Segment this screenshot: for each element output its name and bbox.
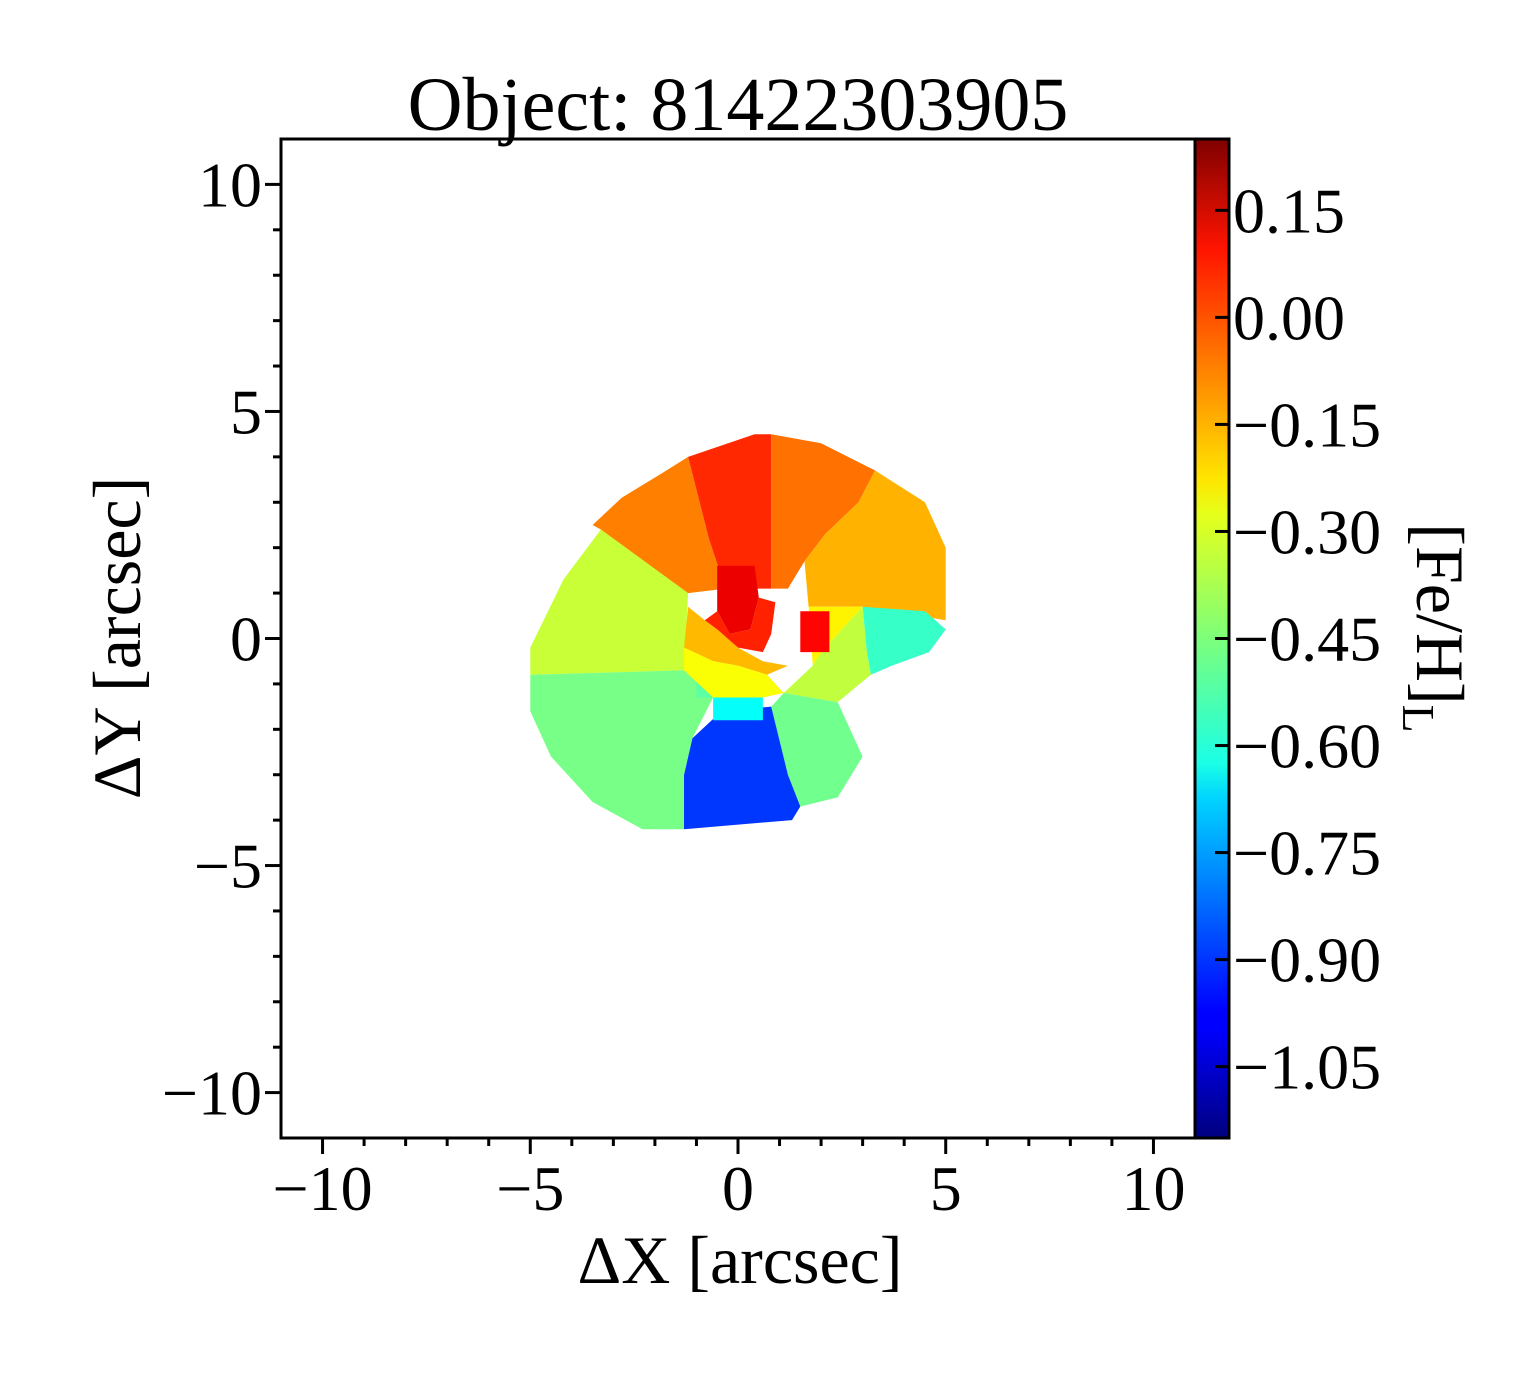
colorbar-tick-label: 0.00 <box>1233 282 1345 353</box>
colorbar-tick-label: −1.05 <box>1233 1032 1381 1103</box>
colorbar-tick-label: −0.45 <box>1233 604 1381 675</box>
region-southeast <box>783 606 871 703</box>
colorbar-tick-label: −0.30 <box>1233 496 1381 567</box>
colorbar-tick-label: −0.90 <box>1233 925 1381 996</box>
region-center-cyan <box>713 697 763 721</box>
x-axis-ticks: −10 −5 0 5 10 <box>272 1138 1185 1224</box>
colorbar-tick-label: −0.75 <box>1233 818 1381 889</box>
region-core-red <box>717 565 759 634</box>
x-tick-label: −10 <box>272 1153 372 1224</box>
x-tick-label: −5 <box>496 1153 564 1224</box>
colorbar-label-sub: L <box>1393 705 1444 733</box>
y-tick-label: 5 <box>230 376 262 447</box>
y-tick-label: −10 <box>162 1058 262 1129</box>
x-axis-label: ΔX [arcsec] <box>578 1222 903 1298</box>
colorbar-tick-label: −0.60 <box>1233 711 1381 782</box>
y-tick-label: 0 <box>230 604 262 675</box>
colorbar-tick-label: 0.15 <box>1233 175 1345 246</box>
y-tick-label: 10 <box>198 149 262 220</box>
colorbar-ticks: 0.15 0.00 −0.15 −0.30 −0.45 −0.60 −0.75 −0.90 −1… <box>1215 175 1381 1103</box>
region-south <box>771 693 863 807</box>
region-center-yellow-green <box>684 647 784 698</box>
region-north <box>688 434 772 589</box>
x-tick-label: 10 <box>1121 1153 1185 1224</box>
chart-title: Object: 81422303905 <box>408 63 1069 147</box>
region-northwest <box>592 456 726 594</box>
region-core-orange <box>704 597 776 653</box>
x-tick-label: 0 <box>722 1153 754 1224</box>
y-tick-label: −5 <box>194 831 262 902</box>
heatmap-regions <box>530 434 946 830</box>
region-northeast <box>771 434 876 589</box>
region-southwest <box>530 670 714 830</box>
y-axis-label: ΔY [arcsec] <box>79 477 155 799</box>
svg-text:[Fe/H]L: [Fe/H]L <box>1393 523 1478 732</box>
colorbar-label-main: [Fe/H] <box>1402 523 1478 704</box>
region-west <box>530 529 689 675</box>
y-axis-ticks: 10 5 0 −5 −10 <box>162 149 281 1129</box>
region-east <box>804 470 946 621</box>
region-east-blue-green <box>862 606 946 675</box>
region-east-red-spot <box>800 611 830 653</box>
region-center-yellow-1 <box>684 606 788 675</box>
colorbar-label: [Fe/H]L <box>1393 523 1478 732</box>
region-south-blue <box>684 706 801 830</box>
x-tick-label: 5 <box>930 1153 962 1224</box>
colorbar-tick-label: −0.15 <box>1233 389 1381 460</box>
